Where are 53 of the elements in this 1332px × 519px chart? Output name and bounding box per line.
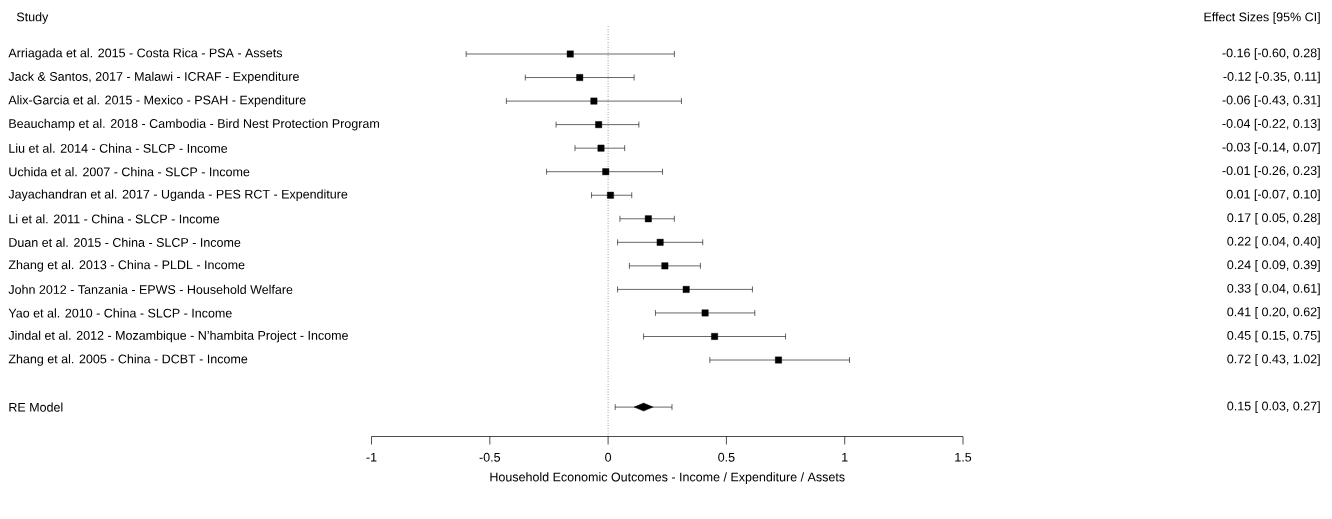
- y-tick-label: John 2012 - Tanzania - EPWS - Household Welfare: [8, 284, 293, 294]
- y-tick-label: Jindal et al. 2012 - Mozambique - N’hambita Project - Income: [8, 330, 348, 343]
- data-label: 0.45 [ 0.15, 0.75]: [1227, 330, 1320, 343]
- x-axis-title: Household Economic Outcomes - Income / Expenditure / Assets: [490, 472, 845, 484]
- y-tick-label: Alix-Garcia et al. 2015 - Mexico - PSAH - Expenditure: [8, 95, 306, 107]
- text: 0.15 [ 0.03, 0.27]: [1227, 401, 1320, 413]
- data-label: 0.41 [ 0.20, 0.62]: [1227, 307, 1320, 319]
- x-tick-label: 1: [842, 452, 848, 462]
- data-label: -0.16 [-0.60, 0.28]: [1222, 48, 1320, 60]
- y-tick-label: Jack & Santos, 2017 - Malawi - ICRAF - Expenditure: [8, 71, 299, 84]
- y-tick-label: Li et al. 2011 - China - SLCP - Income: [9, 214, 220, 224]
- data-label: -0.04 [-0.22, 0.13]: [1222, 118, 1320, 131]
- x-tick-label: 1.5: [955, 452, 972, 462]
- point: [711, 333, 718, 340]
- data-label: -0.01 [-0.26, 0.23]: [1222, 165, 1320, 178]
- x-tick-label: 0.5: [718, 452, 735, 462]
- data-label: -0.03 [-0.14, 0.07]: [1222, 142, 1320, 154]
- data-label: 0.22 [ 0.04, 0.40]: [1227, 236, 1320, 249]
- point: [602, 168, 610, 176]
- y-tick-label: RE Model: [9, 402, 63, 412]
- point: [566, 50, 574, 58]
- y-tick-label: Uchida et al. 2007 - China - SLCP - Income: [9, 167, 250, 177]
- point: [597, 144, 605, 152]
- y-tick-label: Arriagada et al. 2015 - Costa Rica - PSA - Assets: [8, 48, 283, 60]
- data-label: 0.01 [-0.07, 0.10]: [1226, 189, 1320, 202]
- x-tick-label: -1: [366, 452, 377, 462]
- data-label: -0.06 [-0.43, 0.31]: [1222, 95, 1320, 107]
- y-tick-label: Beauchamp et al. 2018 - Cambodia - Bird Nest Protection Program: [9, 118, 379, 131]
- data-label: 0.33 [ 0.04, 0.61]: [1227, 283, 1320, 296]
- y-tick-label: Jayachandran et al. 2017 - Uganda - PES RCT - Expenditure: [8, 189, 348, 202]
- data-label: 0.72 [ 0.43, 1.02]: [1227, 354, 1320, 366]
- y-tick-label: Zhang et al. 2013 - China - PLDL - Income: [8, 260, 245, 272]
- point: [590, 97, 598, 105]
- data-label: 0.24 [ 0.09, 0.39]: [1227, 260, 1320, 272]
- point: [775, 356, 782, 364]
- point: [644, 215, 652, 223]
- data-label: 0.17 [ 0.05, 0.28]: [1227, 212, 1320, 225]
- point: [656, 238, 664, 246]
- x-tick-label: -0.5: [479, 452, 501, 462]
- point: [576, 74, 584, 81]
- y-tick-label: Zhang et al. 2005 - China - DCBT - Income: [8, 354, 248, 366]
- y-tick-label: Yao et al. 2010 - China - SLCP - Income: [8, 308, 232, 318]
- y-tick-label: Liu et al. 2014 - China - SLCP - Income: [9, 143, 228, 153]
- y-axis-title: Study: [16, 12, 49, 24]
- point: [595, 121, 603, 129]
- x-tick-label: 0: [605, 452, 612, 462]
- point: [682, 286, 690, 293]
- text: Effect Sizes [95% CI]: [1204, 12, 1320, 24]
- y-tick-label: Duan et al. 2015 - China - SLCP - Income: [9, 237, 241, 247]
- point: [661, 262, 669, 270]
- data-label: -0.12 [-0.35, 0.11]: [1223, 71, 1320, 84]
- point: [701, 309, 709, 317]
- point: [607, 191, 614, 199]
